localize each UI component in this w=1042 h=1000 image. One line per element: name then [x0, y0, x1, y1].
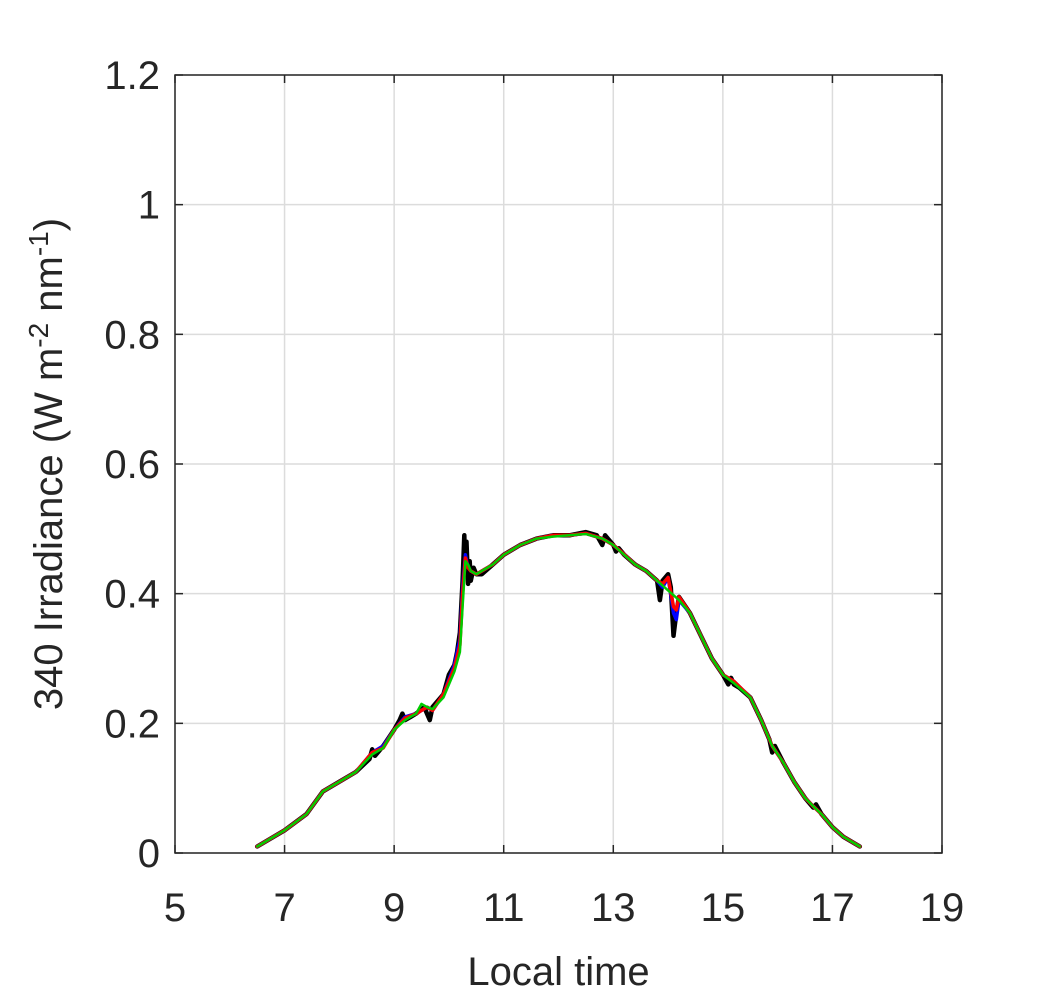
y-axis-title-sup-2: -1 — [23, 231, 54, 256]
y-axis-title: 340 Irradiance (W m-2 nm-1) — [23, 218, 71, 710]
y-axis-title-sup-1: -2 — [23, 323, 54, 348]
grid — [174, 74, 943, 854]
axis-ticks — [174, 74, 943, 854]
x-tick-label: 9 — [383, 886, 405, 930]
x-tick-label: 19 — [920, 886, 965, 930]
x-tick-label: 17 — [810, 886, 855, 930]
x-tick-label: 13 — [591, 886, 636, 930]
x-tick-label: 7 — [273, 886, 295, 930]
series-line-2 — [255, 531, 862, 849]
x-tick-label: 11 — [483, 886, 525, 930]
y-axis-title-main: 340 Irradiance (W m — [27, 348, 71, 710]
x-axis-title: Local time — [467, 950, 649, 994]
series-line-4 — [255, 532, 862, 848]
x-tick-label: 5 — [164, 886, 186, 930]
y-tick-label: 0 — [138, 832, 160, 876]
y-tick-label: 0.6 — [104, 443, 160, 487]
y-tick-label: 0.8 — [104, 313, 160, 357]
series-lines — [254, 529, 863, 849]
y-axis-title-end: ) — [27, 218, 71, 231]
x-tick-label: 15 — [701, 886, 746, 930]
tick-labels: 5 7 9 11 13 15 17 19 0 0.2 0.4 0.6 0.8 1 1.2 — [104, 54, 964, 930]
series-line-3 — [255, 531, 862, 849]
y-tick-label: 0.2 — [104, 702, 160, 746]
y-tick-label: 0.4 — [104, 573, 160, 617]
y-tick-label: 1 — [138, 184, 160, 228]
y-tick-label: 1.2 — [104, 54, 160, 98]
series-line-1 — [254, 529, 863, 849]
y-axis-title-mid: nm — [27, 256, 71, 323]
